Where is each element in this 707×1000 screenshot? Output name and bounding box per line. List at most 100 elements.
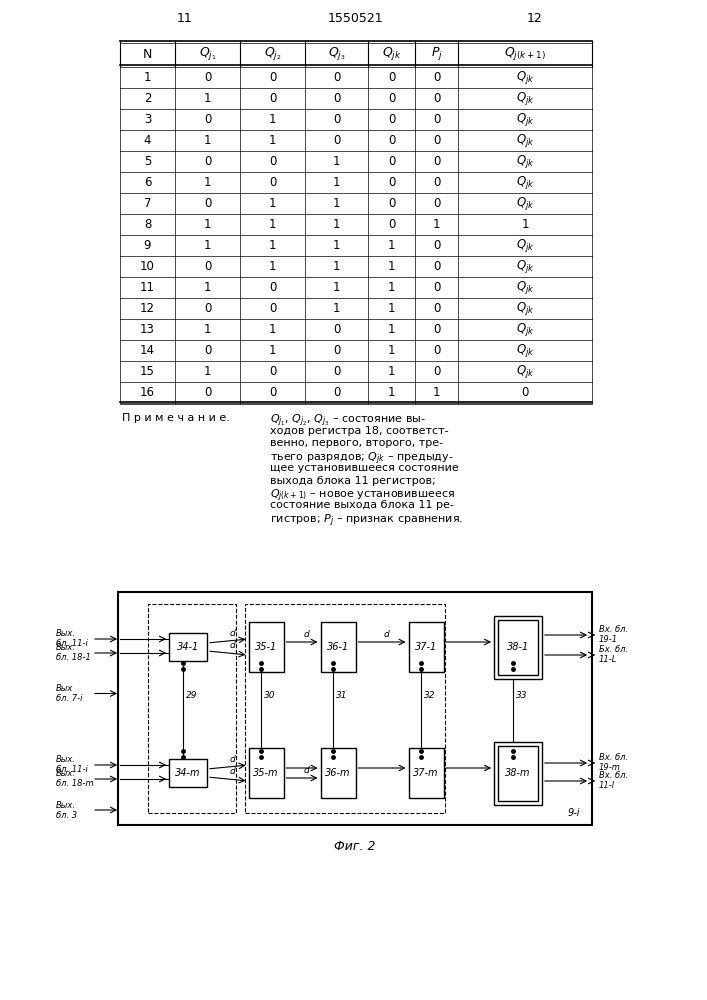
Text: 31: 31	[336, 692, 348, 700]
Text: 1: 1	[387, 365, 395, 378]
Text: 9: 9	[144, 239, 151, 252]
Text: 0: 0	[333, 365, 340, 378]
Text: $Q_{jk}$: $Q_{jk}$	[515, 111, 534, 128]
Text: $Q_{j(k+1)}$ – новое установившееся: $Q_{j(k+1)}$ – новое установившееся	[270, 488, 455, 504]
Text: 4: 4	[144, 134, 151, 147]
Text: Вых.: Вых.	[56, 770, 76, 778]
Text: 13: 13	[140, 323, 155, 336]
Text: 0: 0	[333, 92, 340, 105]
Text: тьего разрядов; $Q_{jk}$ – предыду-: тьего разрядов; $Q_{jk}$ – предыду-	[270, 450, 454, 467]
Bar	[169, 633, 207, 661]
Text: 16: 16	[140, 386, 155, 399]
Text: 15: 15	[140, 365, 155, 378]
Text: бл. 11-i: бл. 11-i	[56, 640, 88, 648]
Text: $Q_{j_2}$: $Q_{j_2}$	[264, 45, 281, 62]
Text: 0: 0	[433, 71, 440, 84]
Text: Вых.: Вых.	[56, 630, 76, 639]
Text: 0: 0	[521, 386, 529, 399]
Text: 12: 12	[140, 302, 155, 315]
Bar	[409, 622, 443, 672]
Text: 0: 0	[433, 260, 440, 273]
Text: 1550521: 1550521	[327, 11, 382, 24]
Text: 1: 1	[269, 113, 276, 126]
Bar	[494, 615, 542, 678]
Text: 19-1: 19-1	[599, 636, 618, 645]
Text: 1: 1	[333, 218, 340, 231]
Text: $Q_{jk}$: $Q_{jk}$	[515, 132, 534, 149]
Text: $Q_{j_1}$: $Q_{j_1}$	[199, 45, 216, 62]
Text: 0: 0	[269, 92, 276, 105]
Text: 2: 2	[144, 92, 151, 105]
Text: бл. 18-m: бл. 18-m	[56, 780, 93, 788]
Text: 9-i: 9-i	[568, 808, 580, 818]
Text: 0: 0	[204, 71, 211, 84]
Text: 30: 30	[264, 692, 276, 700]
Text: 37-m: 37-m	[414, 768, 439, 778]
Text: 10: 10	[140, 260, 155, 273]
Text: $Q_{jk}$: $Q_{jk}$	[515, 300, 534, 317]
Text: 1: 1	[387, 239, 395, 252]
Text: 0: 0	[388, 218, 395, 231]
Text: 34-1: 34-1	[177, 642, 199, 652]
Text: 0: 0	[433, 197, 440, 210]
Text: 0: 0	[333, 113, 340, 126]
Text: П р и м е ч а н и е.: П р и м е ч а н и е.	[122, 413, 230, 423]
Text: 6: 6	[144, 176, 151, 189]
Text: 37-1: 37-1	[415, 642, 437, 652]
Text: Вых.: Вых.	[56, 644, 76, 652]
Text: $Q_{jk}$: $Q_{jk}$	[515, 195, 534, 212]
Text: d: d	[230, 629, 235, 638]
Bar	[320, 622, 356, 672]
Text: $Q_{jk}$: $Q_{jk}$	[515, 174, 534, 191]
Text: $Q_{jk}$: $Q_{jk}$	[382, 45, 402, 62]
Text: 1: 1	[144, 71, 151, 84]
Text: 0: 0	[433, 344, 440, 357]
Text: 0: 0	[333, 323, 340, 336]
Text: 38-1: 38-1	[507, 642, 529, 652]
Bar	[118, 592, 592, 825]
Text: $Q_{jk}$: $Q_{jk}$	[515, 363, 534, 380]
Text: 5: 5	[144, 155, 151, 168]
Text: 0: 0	[433, 134, 440, 147]
Text: 11-l: 11-l	[599, 782, 615, 790]
Text: Вых: Вых	[56, 684, 74, 693]
Text: 1: 1	[204, 134, 211, 147]
Text: ходов регистра 18, соответст-: ходов регистра 18, соответст-	[270, 426, 449, 436]
Text: 1: 1	[204, 323, 211, 336]
Text: 0: 0	[388, 134, 395, 147]
Text: гистров; $P_j$ – признак сравнения.: гистров; $P_j$ – признак сравнения.	[270, 513, 463, 529]
Text: 0: 0	[269, 365, 276, 378]
Text: 1: 1	[387, 386, 395, 399]
Text: 0: 0	[333, 344, 340, 357]
Text: $Q_{jk}$: $Q_{jk}$	[515, 69, 534, 86]
Text: бл. 7-i: бл. 7-i	[56, 694, 83, 703]
Text: 1: 1	[269, 218, 276, 231]
Text: d: d	[230, 755, 235, 764]
Text: d: d	[304, 766, 310, 775]
Text: 1: 1	[333, 155, 340, 168]
Text: 36-m: 36-m	[325, 768, 351, 778]
Text: 19-m: 19-m	[599, 764, 621, 772]
Text: $P_j$: $P_j$	[431, 45, 443, 62]
Text: d: d	[304, 630, 310, 639]
Text: $Q_{j(k+1)}$: $Q_{j(k+1)}$	[504, 45, 546, 62]
Text: 0: 0	[269, 71, 276, 84]
Text: 0: 0	[433, 281, 440, 294]
Text: Вх. бл.: Вх. бл.	[599, 754, 628, 762]
Text: Вых.: Вых.	[56, 800, 76, 810]
Text: 35-1: 35-1	[255, 642, 277, 652]
Text: 1: 1	[521, 218, 529, 231]
Text: 0: 0	[388, 71, 395, 84]
Text: 0: 0	[204, 260, 211, 273]
Text: 1: 1	[433, 386, 440, 399]
Text: 1: 1	[269, 323, 276, 336]
Text: 0: 0	[433, 176, 440, 189]
Text: 35-m: 35-m	[253, 768, 279, 778]
Text: 1: 1	[387, 281, 395, 294]
Text: d: d	[230, 767, 235, 776]
Text: 0: 0	[204, 113, 211, 126]
Text: 1: 1	[387, 344, 395, 357]
Text: 0: 0	[269, 281, 276, 294]
Bar	[169, 759, 207, 787]
Text: 1: 1	[333, 239, 340, 252]
